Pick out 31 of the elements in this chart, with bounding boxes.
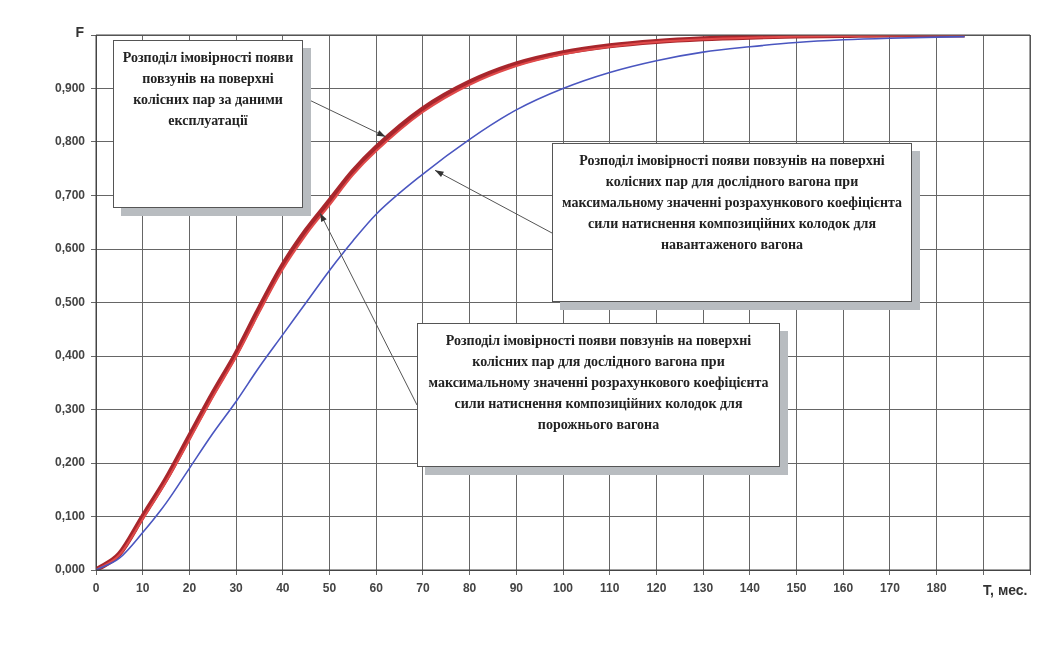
y-tick-label: 0,600 xyxy=(54,241,86,256)
x-tick-label: 20 xyxy=(182,580,197,595)
x-tick-label: 50 xyxy=(322,580,337,595)
y-tick-label: 0,000 xyxy=(54,562,86,577)
y-tick-label: 0,900 xyxy=(54,80,86,95)
x-tick-label: 100 xyxy=(552,580,574,595)
x-tick-label: 70 xyxy=(416,580,430,595)
x-axis-title: T, мес. xyxy=(983,581,1028,598)
y-tick-label: 0,400 xyxy=(54,348,86,363)
x-tick-label: 80 xyxy=(462,580,477,595)
x-tick-label: 10 xyxy=(136,580,150,595)
y-tick-label: 0,300 xyxy=(54,401,86,416)
y-tick-label: 0,700 xyxy=(54,187,86,202)
x-tick-label: 40 xyxy=(276,580,290,595)
y-tick-label: 0,100 xyxy=(54,508,86,523)
x-tick-label: 130 xyxy=(693,580,714,595)
x-tick-label: 120 xyxy=(646,580,667,595)
x-tick-label: 150 xyxy=(786,580,807,595)
x-tick-label: 30 xyxy=(229,580,244,595)
x-tick-label: 0 xyxy=(92,580,100,595)
x-tick-label: 170 xyxy=(879,580,901,595)
y-tick-label: 0,500 xyxy=(54,294,86,309)
x-tick-label: 140 xyxy=(739,580,761,595)
y-tick-label: 0,200 xyxy=(54,455,86,470)
x-tick-label: 90 xyxy=(509,580,524,595)
x-tick-label: 110 xyxy=(600,580,620,595)
y-tick-label: 0,800 xyxy=(54,134,86,149)
x-tick-label: 180 xyxy=(926,580,947,595)
x-tick-label: 160 xyxy=(833,580,854,595)
x-tick-label: 60 xyxy=(369,580,384,595)
y-axis-title: F xyxy=(75,23,85,40)
